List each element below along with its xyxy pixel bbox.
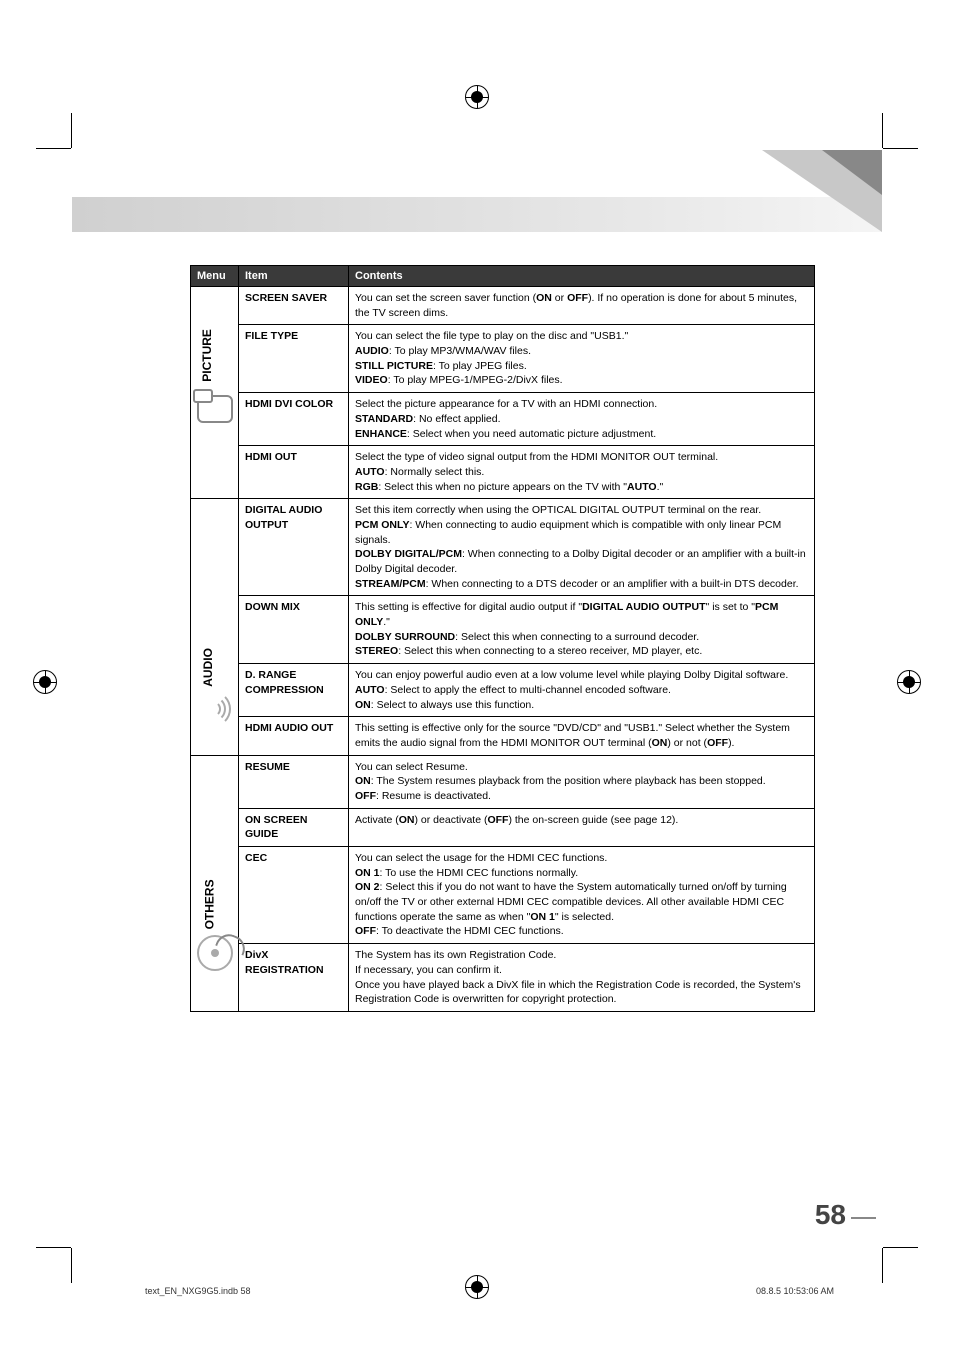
- menu-others-label: OTHERS: [202, 879, 219, 929]
- registration-mark-left: [33, 670, 57, 694]
- content-resume: You can select Resume.ON: The System res…: [349, 755, 815, 808]
- content-hdmi-audio: This setting is effective only for the s…: [349, 717, 815, 755]
- content-hdmi-out: Select the type of video signal output f…: [349, 446, 815, 499]
- crop-mark: [882, 1248, 883, 1283]
- content-cec: You can select the usage for the HDMI CE…: [349, 847, 815, 944]
- item-down-mix: DOWN MIX: [239, 596, 349, 664]
- row-resume: OTHERS RESUME You can select Resume.ON: …: [191, 755, 815, 808]
- crop-mark: [36, 1247, 71, 1248]
- menu-picture-label: PICTURE: [199, 329, 216, 382]
- item-screen-saver: SCREEN SAVER: [239, 287, 349, 325]
- row-hdmi-audio: HDMI AUDIO OUT This setting is effective…: [191, 717, 815, 755]
- content-divx: The System has its own Registration Code…: [349, 944, 815, 1012]
- crop-mark: [36, 148, 71, 149]
- row-hdmi-dvi: HDMI DVI COLOR Select the picture appear…: [191, 393, 815, 446]
- content-on-screen: Activate (ON) or deactivate (OFF) the on…: [349, 808, 815, 846]
- crop-mark: [71, 1248, 72, 1283]
- others-icon: [193, 931, 237, 975]
- item-d-range: D. RANGE COMPRESSION: [239, 664, 349, 717]
- item-file-type: FILE TYPE: [239, 325, 349, 393]
- content-d-range: You can enjoy powerful audio even at a l…: [349, 664, 815, 717]
- row-on-screen: ON SCREEN GUIDE Activate (ON) or deactiv…: [191, 808, 815, 846]
- row-file-type: FILE TYPE You can select the file type t…: [191, 325, 815, 393]
- header-item: Item: [239, 266, 349, 287]
- corner-triangle: [762, 150, 882, 232]
- item-hdmi-dvi: HDMI DVI COLOR: [239, 393, 349, 446]
- item-resume: RESUME: [239, 755, 349, 808]
- crop-mark: [882, 113, 883, 148]
- registration-mark-top: [465, 85, 489, 109]
- item-cec: CEC: [239, 847, 349, 944]
- content-digital-audio: Set this item correctly when using the O…: [349, 499, 815, 596]
- footer-left: text_EN_NXG9G5.indb 58: [145, 1286, 251, 1296]
- content-down-mix: This setting is effective for digital au…: [349, 596, 815, 664]
- row-divx: DivX REGISTRATION The System has its own…: [191, 944, 815, 1012]
- row-screen-saver: PICTURE SCREEN SAVER You can set the scr…: [191, 287, 815, 325]
- page-number: 58: [815, 1199, 846, 1231]
- content-file-type: You can select the file type to play on …: [349, 325, 815, 393]
- registration-mark-bottom: [465, 1275, 489, 1299]
- row-d-range: D. RANGE COMPRESSION You can enjoy power…: [191, 664, 815, 717]
- row-down-mix: DOWN MIX This setting is effective for d…: [191, 596, 815, 664]
- header-contents: Contents: [349, 266, 815, 287]
- item-hdmi-audio: HDMI AUDIO OUT: [239, 717, 349, 755]
- item-on-screen: ON SCREEN GUIDE: [239, 808, 349, 846]
- item-hdmi-out: HDMI OUT: [239, 446, 349, 499]
- content-hdmi-dvi: Select the picture appearance for a TV w…: [349, 393, 815, 446]
- row-digital-audio: AUDIO DIGITAL AUDIO OUTPUT Set this item…: [191, 499, 815, 596]
- header-menu: Menu: [191, 266, 239, 287]
- crop-mark: [71, 113, 72, 148]
- picture-icon: [193, 387, 237, 431]
- crop-mark: [883, 1247, 918, 1248]
- footer-right: 08.8.5 10:53:06 AM: [756, 1286, 834, 1296]
- menu-audio-label: AUDIO: [200, 648, 217, 687]
- header-band: [72, 197, 882, 232]
- row-hdmi-out: HDMI OUT Select the type of video signal…: [191, 446, 815, 499]
- crop-mark: [883, 148, 918, 149]
- settings-table: Menu Item Contents PICTURE SCREEN SAVER …: [190, 265, 815, 1012]
- content-screen-saver: You can set the screen saver function (O…: [349, 287, 815, 325]
- row-cec: CEC You can select the usage for the HDM…: [191, 847, 815, 944]
- item-digital-audio: DIGITAL AUDIO OUTPUT: [239, 499, 349, 596]
- item-divx: DivX REGISTRATION: [239, 944, 349, 1012]
- registration-mark-right: [897, 670, 921, 694]
- menu-picture-cell: PICTURE: [191, 287, 239, 499]
- menu-audio-cell: AUDIO: [191, 499, 239, 755]
- audio-icon: [193, 689, 237, 733]
- menu-others-cell: OTHERS: [191, 755, 239, 1011]
